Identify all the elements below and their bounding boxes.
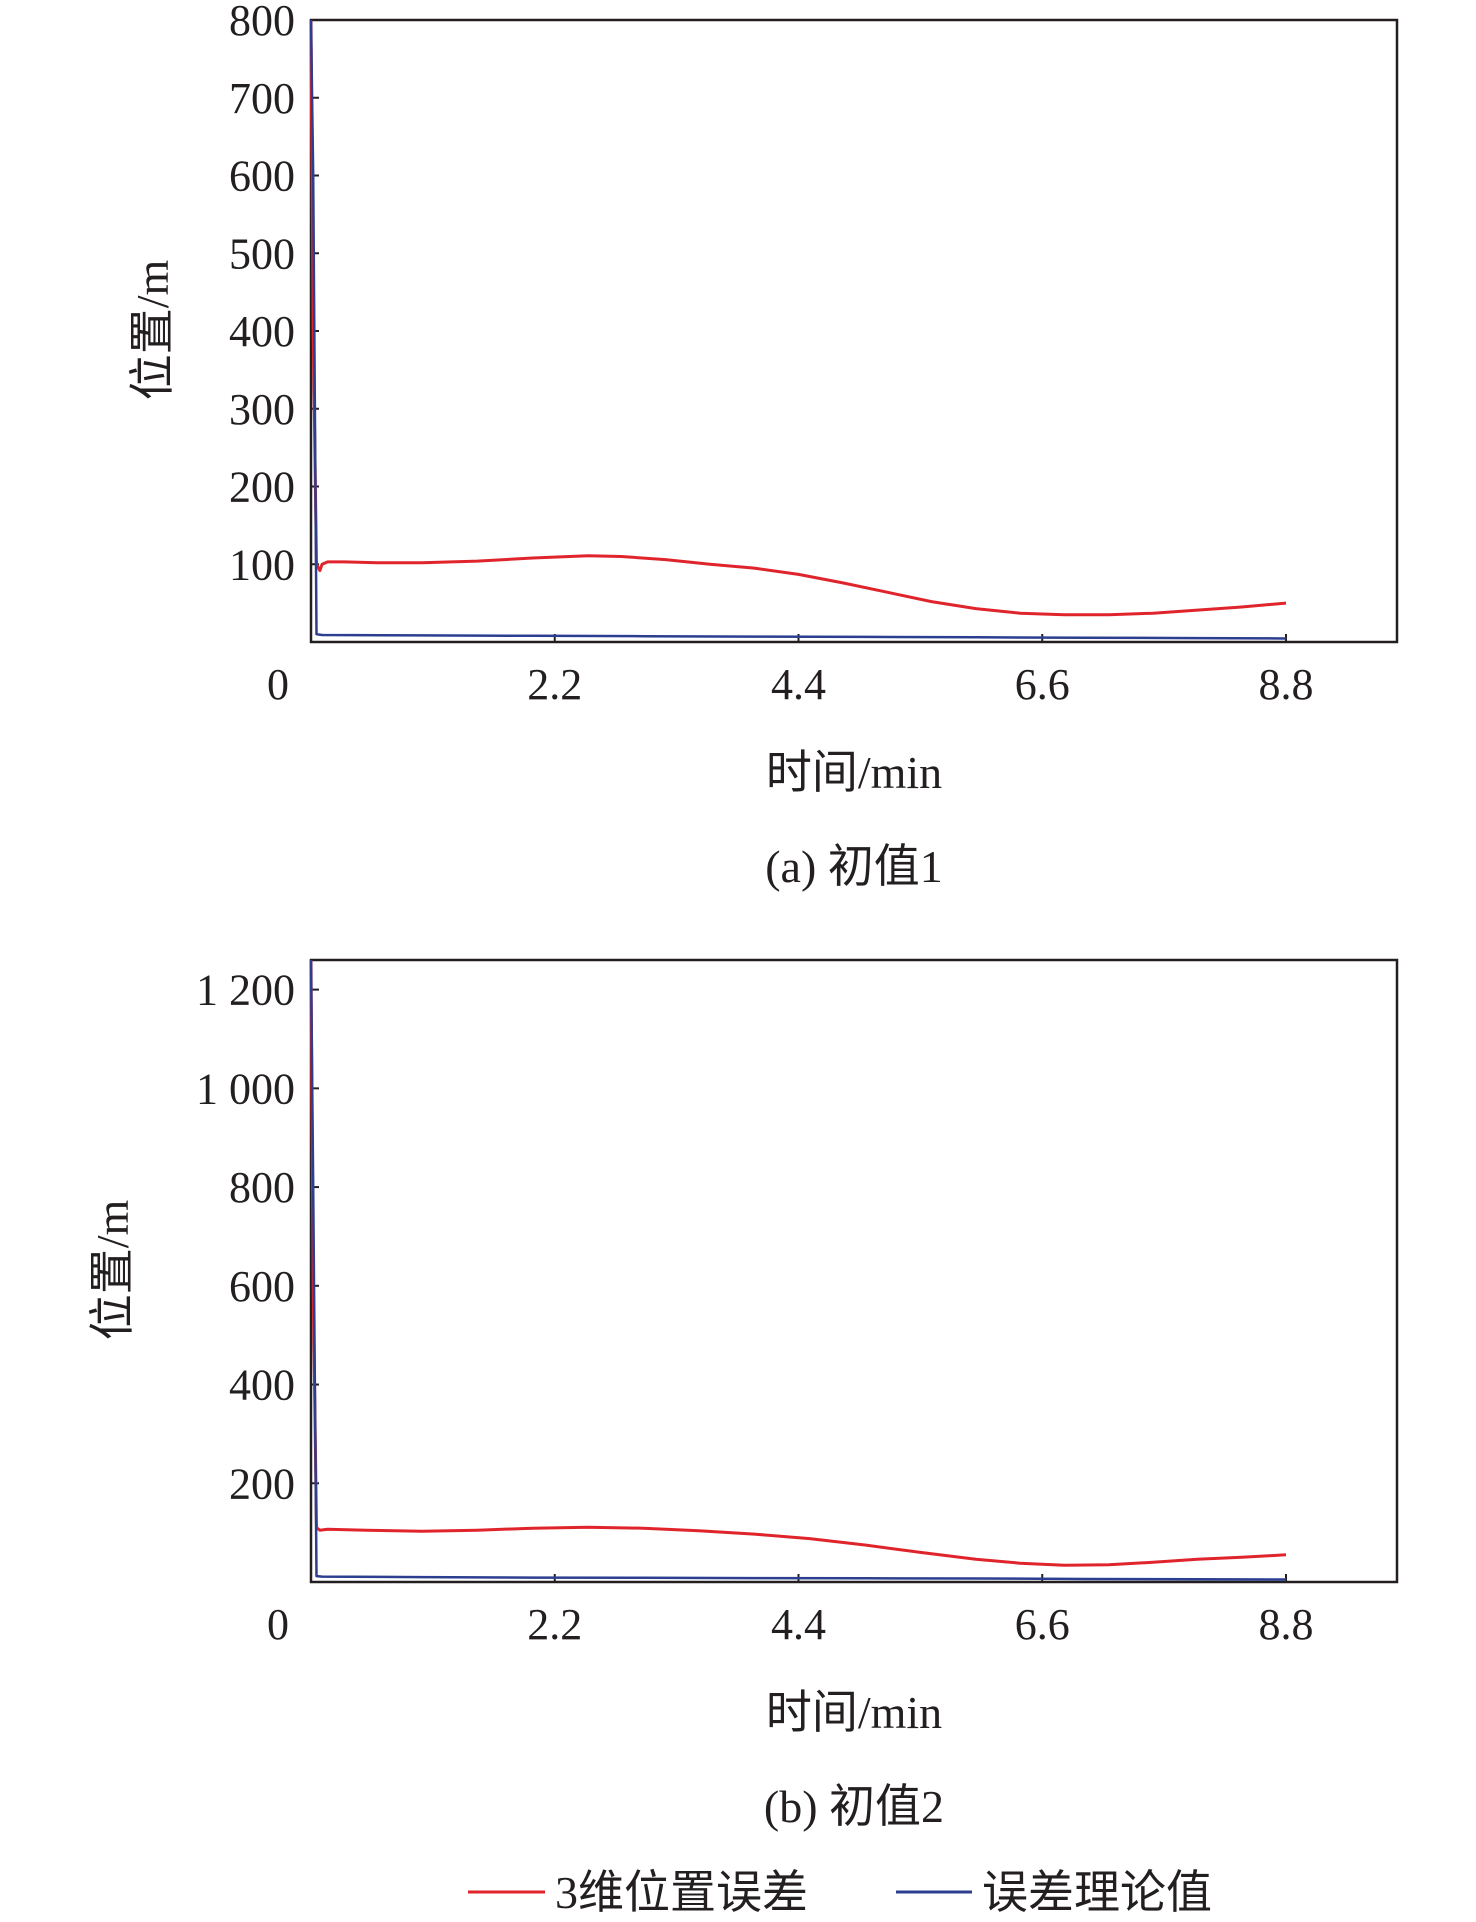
y-tick-label: 400 <box>229 307 295 356</box>
y-tick-label: 600 <box>229 1262 295 1311</box>
y-tick-label: 200 <box>229 463 295 512</box>
x-tick-label: 8.8 <box>1259 1600 1314 1649</box>
y-tick-label: 800 <box>229 0 295 45</box>
x-tick-label: 6.6 <box>1015 660 1070 709</box>
y-axis-label: 位置/m <box>127 260 178 401</box>
chart-caption: (b) 初值2 <box>764 1781 944 1832</box>
series-line-3d-position-error <box>309 959 1287 1567</box>
y-tick-label: 800 <box>229 1163 295 1212</box>
x-tick-label: 6.6 <box>1015 1600 1070 1649</box>
legend-label-3d-position-error: 3维位置误差 <box>555 1867 808 1918</box>
x-axis-label: 时间/min <box>766 1687 942 1738</box>
series-line-theoretical-error <box>309 19 1287 640</box>
plot-frame <box>309 958 1399 1584</box>
origin-label: 0 <box>267 1600 289 1649</box>
y-tick-label: 1 200 <box>196 966 295 1015</box>
chart-caption: (a) 初值1 <box>765 841 943 892</box>
y-tick-label: 200 <box>229 1459 295 1508</box>
x-tick-label: 2.2 <box>527 660 582 709</box>
x-axis-label: 时间/min <box>766 747 942 798</box>
x-tick-label: 4.4 <box>771 660 826 709</box>
y-axis-label: 位置/m <box>87 1200 138 1341</box>
x-axis-ticks: 2.2 4.4 6.6 8.8 <box>527 1574 1314 1649</box>
x-axis-ticks: 2.2 4.4 6.6 8.8 <box>527 634 1314 709</box>
y-tick-label: 600 <box>229 152 295 201</box>
y-tick-label: 400 <box>229 1361 295 1410</box>
x-tick-label: 4.4 <box>771 1600 826 1649</box>
chart-b: 200 400 600 800 1 000 1 200 2.2 4.4 6.6 8.8 0 位置… <box>87 958 1399 1832</box>
series-line-3d-position-error <box>309 19 1287 617</box>
x-tick-label: 8.8 <box>1259 660 1314 709</box>
y-tick-label: 300 <box>229 385 295 434</box>
y-axis-ticks: 200 400 600 800 1 000 1 200 <box>196 966 319 1508</box>
series-layer <box>309 959 1287 1581</box>
y-tick-label: 500 <box>229 229 295 278</box>
origin-label: 0 <box>267 660 289 709</box>
plot-frame <box>309 18 1399 644</box>
y-tick-label: 700 <box>229 74 295 123</box>
series-line-theoretical-error <box>309 959 1287 1581</box>
legend: 3维位置误差 误差理论值 <box>468 1867 1212 1918</box>
y-tick-label: 100 <box>229 540 295 589</box>
y-axis-ticks: 100 200 300 400 500 600 700 800 <box>229 0 319 589</box>
x-tick-label: 2.2 <box>527 1600 582 1649</box>
series-layer <box>309 19 1287 640</box>
y-tick-label: 1 000 <box>196 1064 295 1113</box>
legend-label-theoretical-error: 误差理论值 <box>982 1867 1212 1918</box>
